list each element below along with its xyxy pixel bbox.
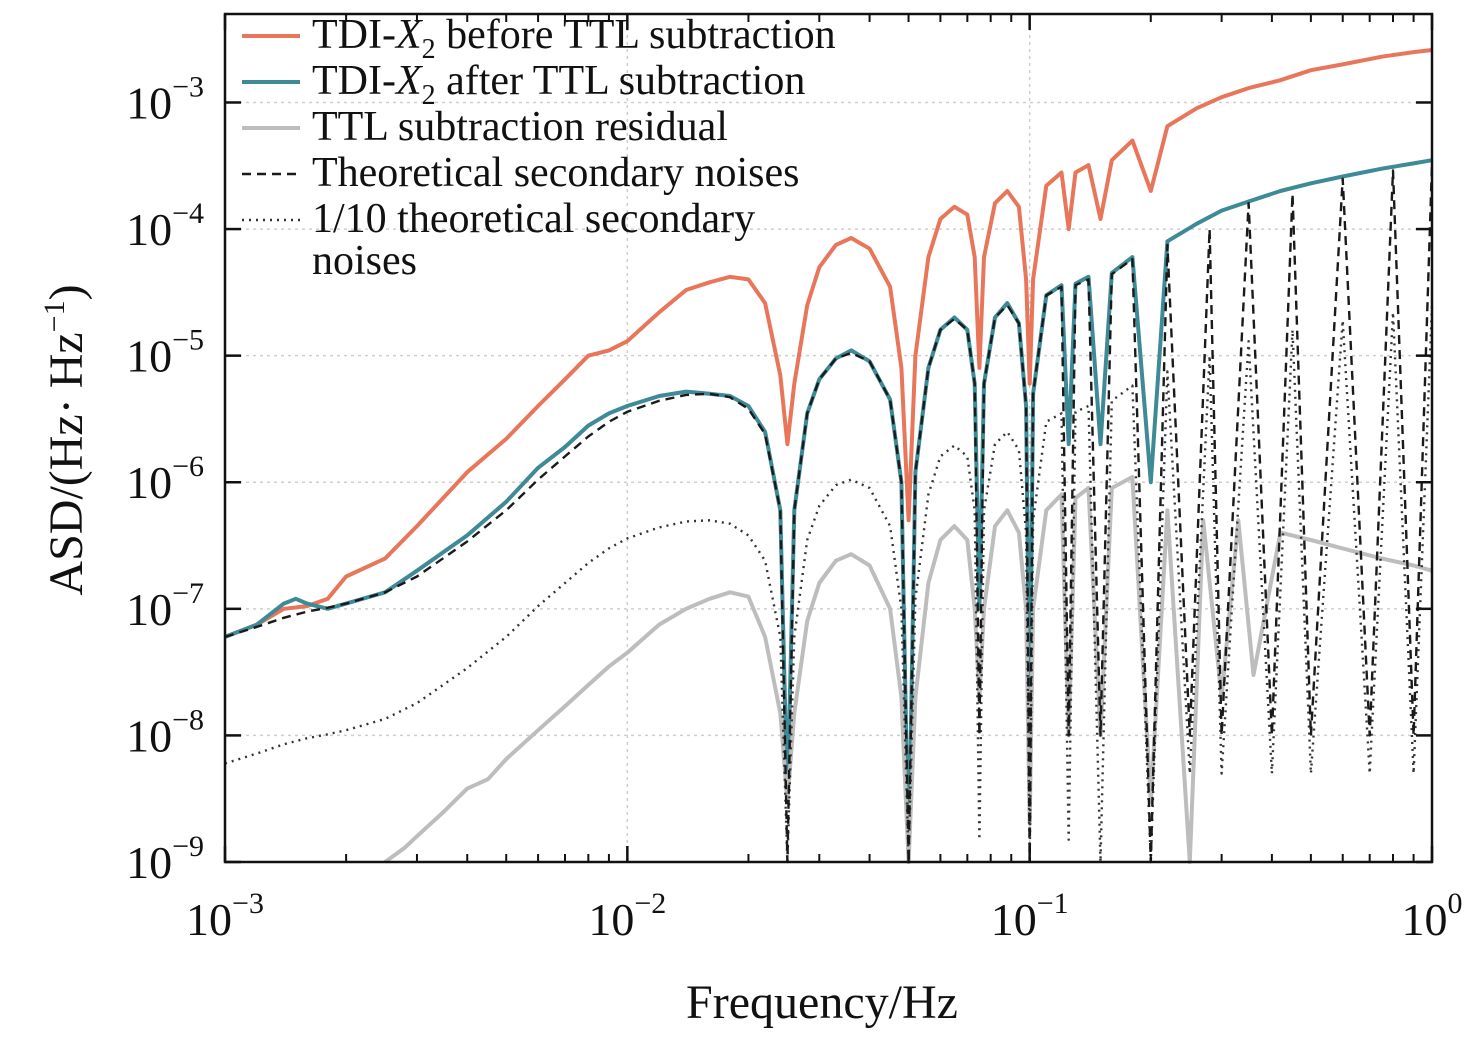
- x-tick-label: 100: [1402, 887, 1463, 945]
- series-line-theory: [224, 163, 1434, 864]
- y-axis-title-exponent: −1: [38, 300, 71, 332]
- x-tick-label: 10−1: [991, 887, 1069, 945]
- series-line-before: [224, 48, 1433, 639]
- legend-label-before: TDI-X2 before TTL subtraction: [312, 12, 836, 65]
- series-line-theory-tenth: [224, 305, 1434, 864]
- legend-label-theory-tenth: 1/10 theoretical secondary: [312, 196, 755, 242]
- y-axis-title: ASD/(Hz· Hz−1): [38, 284, 93, 595]
- series-lines: [224, 48, 1434, 864]
- plot-frame: [223, 12, 1434, 864]
- x-tick-label: 10−2: [588, 887, 666, 945]
- series-line-after: [224, 158, 1433, 864]
- series-line-residual: [383, 475, 1433, 864]
- legend-label-theory: Theoretical secondary noises: [312, 150, 799, 196]
- y-tick-label: 10−5: [126, 324, 204, 382]
- axis-ticks: 10−3 10−2 10−1 100 10−9 10−8 10−7 10−6 10−5 10−4 1…: [126, 14, 1463, 945]
- y-axis-title-close: ): [40, 284, 93, 300]
- x-tick-label: 10−3: [186, 887, 264, 945]
- y-tick-label: 10−9: [126, 830, 204, 888]
- y-tick-label: 10−7: [126, 577, 204, 635]
- y-axis-title-radicand: Hz: [40, 332, 93, 388]
- y-tick-label: 10−4: [126, 197, 204, 255]
- legend-label-residual: TTL subtraction residual: [312, 104, 728, 150]
- legend-label-theory-tenth-line2: noises: [312, 238, 417, 284]
- x-axis-title: Frequency/Hz: [686, 976, 958, 1029]
- y-tick-label: 10−8: [126, 703, 204, 761]
- y-tick-label: 10−6: [126, 450, 204, 508]
- y-axis-title-prefix: ASD/(Hz·: [40, 398, 93, 595]
- svg-text:ASD/(Hz·Hz−1): ASD/(Hz· Hz−1): [38, 284, 93, 595]
- legend-label-after: TDI-X2 after TTL subtraction: [312, 58, 805, 111]
- y-tick-label: 10−3: [126, 70, 204, 128]
